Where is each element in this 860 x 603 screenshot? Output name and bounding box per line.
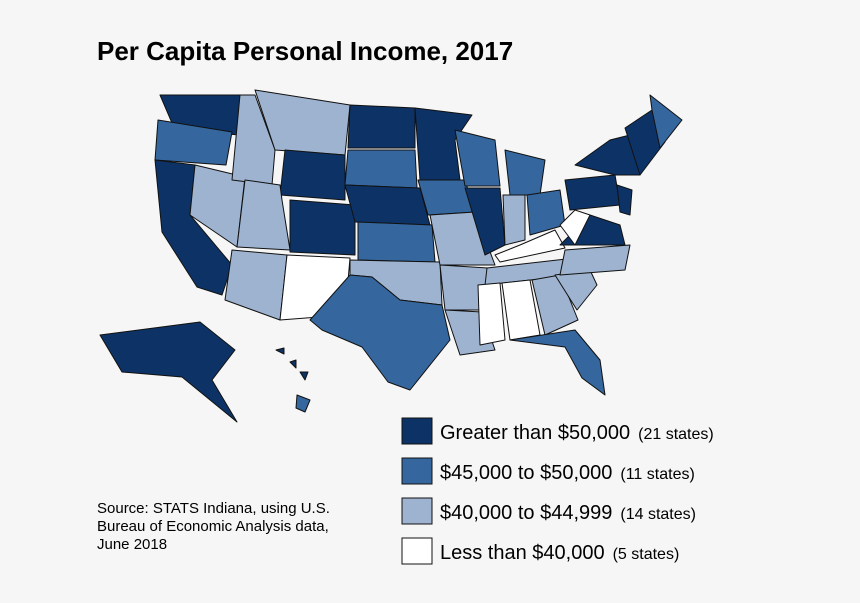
legend: Greater than $50,000 (21 states) $45,000 t…: [401, 417, 714, 565]
legend-label: Less than $40,000 (5 states): [440, 542, 679, 564]
legend-label: Greater than $50,000 (21 states): [440, 422, 714, 444]
legend-swatch: [401, 457, 433, 485]
legend-label: $45,000 to $50,000 (11 states): [440, 462, 695, 484]
legend-swatch: [401, 537, 433, 565]
source-line: Source: STATS Indiana, using U.S.: [97, 500, 330, 517]
legend-swatch: [401, 417, 433, 445]
legend-text: $40,000 to $44,999: [440, 502, 612, 524]
source: Source: STATS Indiana, using U.S.Bureau …: [97, 500, 330, 553]
legend-text: $45,000 to $50,000: [440, 462, 612, 484]
legend-count: (21 states): [638, 426, 714, 443]
source-line: Bureau of Economic Analysis data,: [97, 518, 329, 535]
legend-swatch: [401, 497, 433, 525]
legend-count: (11 states): [620, 466, 694, 483]
legend-text: Greater than $50,000: [440, 422, 630, 444]
legend-label: $40,000 to $44,999 (14 states): [440, 502, 696, 524]
legend-count: (5 states): [613, 546, 680, 563]
states: [99, 89, 683, 423]
legend-text: Less than $40,000: [440, 542, 605, 564]
legend-count: (14 states): [620, 506, 696, 523]
source-line: June 2018: [97, 536, 167, 553]
title: Per Capita Personal Income, 2017: [97, 36, 513, 66]
